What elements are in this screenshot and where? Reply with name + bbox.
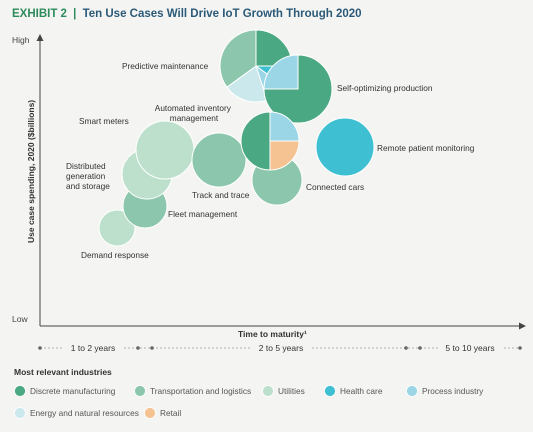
bubble-automated-inventory-management-slice-process — [269, 111, 300, 142]
label-track-and-trace: Track and trace — [192, 190, 250, 200]
exhibit-title: EXHIBIT 2 | Ten Use Cases Will Drive IoT… — [12, 8, 362, 20]
x-axis-label: Time to maturity¹ — [238, 329, 307, 339]
bubble-layer — [98, 29, 375, 247]
segment-5-10-years: 5 to 10 years — [445, 343, 494, 353]
legend-label-retail: Retail — [160, 408, 181, 418]
legend: Discrete manufacturing Transportation and… — [14, 385, 484, 419]
legend-swatch-energy-and-natural-resources — [14, 407, 26, 419]
bubble-remote-patient-monitoring-circle — [315, 117, 375, 177]
label-predictive-maintenance: Predictive maintenance — [122, 61, 209, 71]
bubble-demand-response-circle — [98, 209, 136, 247]
bubble-demand-response — [98, 209, 136, 247]
legend-title: Most relevant industries — [14, 367, 112, 377]
y-axis-label: Use case spending, 2020 ($billions) — [26, 100, 36, 243]
legend-swatch-discrete-manufacturing — [14, 385, 26, 397]
legend-label-process-industry: Process industry — [422, 386, 484, 396]
legend-swatch-transportation-and-logistics — [134, 385, 146, 397]
legend-swatch-process-industry — [406, 385, 418, 397]
legend-swatch-utilities — [262, 385, 274, 397]
legend-swatch-health-care — [324, 385, 336, 397]
label-connected-cars: Connected cars — [306, 182, 364, 192]
bubble-remote-patient-monitoring — [315, 117, 375, 177]
legend-label-transportation-and-logistics: Transportation and logistics — [150, 386, 251, 396]
x-axis-arrow — [519, 322, 526, 330]
bubble-predictive-maintenance-slice-transport — [219, 29, 257, 88]
y-axis-arrow — [36, 34, 44, 41]
bubble-automated-inventory-management — [240, 111, 300, 171]
bubble-self-optimizing-production — [263, 54, 333, 124]
segment-2-5-years: 2 to 5 years — [259, 343, 303, 353]
legend-label-discrete-manufacturing: Discrete manufacturing — [30, 386, 116, 396]
y-tick-low: Low — [12, 314, 28, 324]
title-separator: | — [73, 8, 76, 20]
label-smart-meters: Smart meters — [79, 116, 129, 126]
label-fleet-management: Fleet management — [168, 209, 238, 219]
exhibit-number: EXHIBIT 2 — [12, 8, 67, 20]
bubble-track-and-trace-circle — [191, 132, 247, 188]
legend-swatch-retail — [144, 407, 156, 419]
legend-label-utilities: Utilities — [278, 386, 305, 396]
bubble-automated-inventory-management-slice-retail — [269, 140, 300, 171]
legend-label-energy-and-natural-resources: Energy and natural resources — [30, 408, 139, 418]
label-distributed-generation: Distributed generation and storage — [66, 161, 110, 191]
bubble-track-and-trace — [191, 132, 247, 188]
y-tick-high: High — [12, 35, 30, 45]
bubble-smart-meters-circle — [135, 120, 195, 180]
label-demand-response: Demand response — [81, 250, 149, 260]
bubble-smart-meters — [135, 120, 195, 180]
label-automated-inventory-management: Automated inventory management — [155, 103, 233, 123]
bubble-automated-inventory-management-slice-discrete — [240, 111, 271, 171]
label-remote-patient-monitoring: Remote patient monitoring — [377, 143, 475, 153]
label-self-optimizing-production: Self-optimizing production — [337, 83, 433, 93]
bubble-self-optimizing-production-slice-process — [263, 54, 299, 90]
title-text: Ten Use Cases Will Drive IoT Growth Thro… — [83, 8, 362, 20]
bubble-labels: Predictive maintenance Self-optimizing p… — [66, 61, 475, 260]
time-segments: 1 to 2 years 2 to 5 years 5 to 10 years — [38, 341, 522, 354]
legend-label-health-care: Health care — [340, 386, 383, 396]
segment-1-2-years: 1 to 2 years — [71, 343, 115, 353]
